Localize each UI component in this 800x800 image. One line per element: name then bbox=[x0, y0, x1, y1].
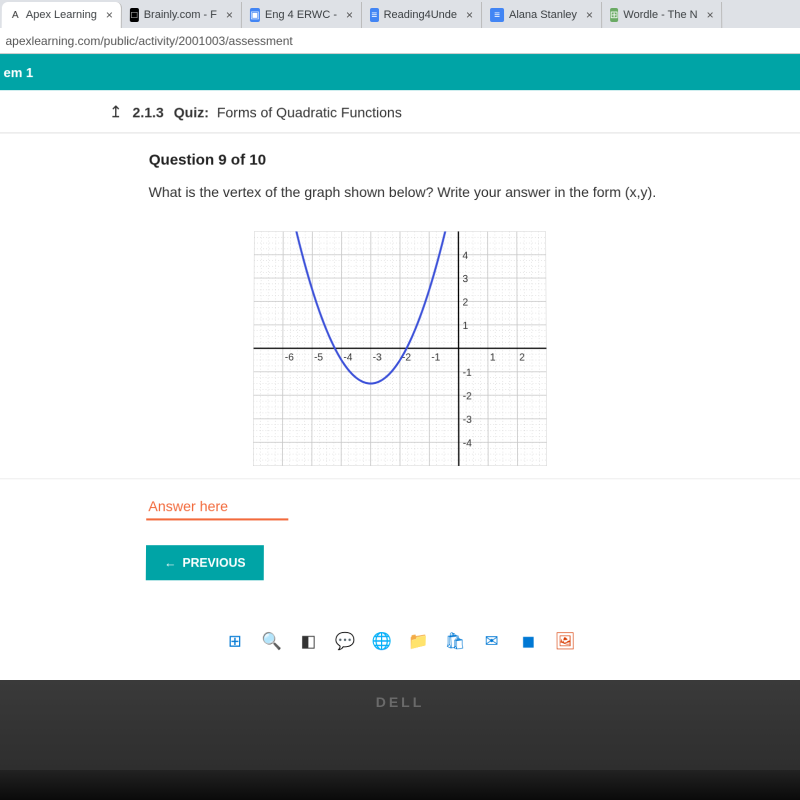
sidebar-label: em 1 bbox=[3, 65, 33, 80]
windows-taskbar: ⊞ 🔍 ◧ 💬 🌐 📁 🛍 ✉ ◼ 🖼 bbox=[207, 621, 592, 662]
mail-icon[interactable]: ✉ bbox=[478, 628, 505, 655]
laptop-frame: A Apex Learning × □ Brainly.com - F × ▣ Eng 4 E… bbox=[0, 0, 800, 800]
sidebar-fragment: em 1 bbox=[0, 54, 39, 90]
tab-label: Alana Stanley bbox=[509, 9, 577, 21]
svg-text:1: 1 bbox=[490, 352, 496, 363]
close-icon[interactable]: × bbox=[466, 8, 473, 22]
explorer-icon[interactable]: 📁 bbox=[405, 628, 431, 655]
svg-text:2: 2 bbox=[519, 352, 525, 363]
tab-label: Eng 4 ERWC - bbox=[265, 9, 337, 21]
svg-text:-3: -3 bbox=[463, 414, 472, 425]
browser-tab[interactable]: ▣ Eng 4 ERWC - × bbox=[242, 2, 362, 28]
svg-text:2: 2 bbox=[463, 297, 469, 308]
svg-text:1: 1 bbox=[463, 320, 469, 331]
close-icon[interactable]: × bbox=[226, 8, 233, 22]
tab-favicon-icon: □ bbox=[130, 8, 139, 22]
address-bar[interactable]: apexlearning.com/public/activity/2001003… bbox=[0, 28, 800, 54]
question-block: Question 9 of 10 What is the vertex of t… bbox=[0, 133, 800, 212]
close-icon[interactable]: × bbox=[346, 8, 353, 22]
tab-label: Brainly.com - F bbox=[144, 9, 217, 21]
svg-text:3: 3 bbox=[462, 274, 468, 285]
keyboard-edge bbox=[0, 770, 800, 800]
store-icon[interactable]: 🛍 bbox=[442, 628, 469, 655]
previous-button-label: PREVIOUS bbox=[182, 555, 245, 569]
previous-button[interactable]: ← PREVIOUS bbox=[146, 545, 264, 580]
tab-label: Reading4Unde bbox=[384, 9, 457, 21]
content-area: ↥ 2.1.3 Quiz: Forms of Quadratic Functio… bbox=[0, 90, 800, 693]
search-icon[interactable]: 🔍 bbox=[258, 628, 285, 655]
browser-tab[interactable]: A Apex Learning × bbox=[2, 2, 122, 28]
answer-input[interactable] bbox=[146, 493, 288, 520]
browser-tab[interactable]: ≡ Reading4Unde × bbox=[362, 2, 482, 28]
question-text: What is the vertex of the graph shown be… bbox=[149, 183, 672, 203]
tab-favicon-icon: ≡ bbox=[370, 8, 379, 22]
browser-tab[interactable]: □ Brainly.com - F × bbox=[122, 2, 242, 28]
page-content: ↥ 2.1.3 Quiz: Forms of Quadratic Functio… bbox=[0, 54, 800, 693]
answer-row bbox=[0, 478, 800, 530]
tab-favicon-icon: ≡ bbox=[490, 8, 504, 22]
quadratic-graph: -6-5-4-3-2-112-4-3-2-11234 bbox=[253, 231, 547, 466]
tab-favicon-icon: ▣ bbox=[250, 8, 260, 22]
close-icon[interactable]: × bbox=[707, 8, 714, 22]
url-text: apexlearning.com/public/activity/2001003… bbox=[5, 34, 292, 48]
task-view-icon[interactable]: ◧ bbox=[295, 628, 322, 655]
start-icon[interactable]: ⊞ bbox=[222, 628, 249, 655]
quiz-number: 2.1.3 bbox=[132, 104, 163, 120]
tab-label: Wordle - The N bbox=[623, 9, 697, 21]
header-bar bbox=[0, 54, 800, 90]
browser-tab[interactable]: ⊞ Wordle - The N × bbox=[602, 2, 722, 28]
photos-icon[interactable]: 🖼 bbox=[552, 628, 579, 655]
browser-tab[interactable]: ≡ Alana Stanley × bbox=[482, 2, 602, 28]
tab-favicon-icon: A bbox=[10, 8, 21, 22]
question-heading: Question 9 of 10 bbox=[149, 152, 762, 169]
quiz-type-label: Quiz: bbox=[174, 104, 209, 120]
svg-text:-1: -1 bbox=[463, 367, 472, 378]
edge-icon[interactable]: 🌐 bbox=[368, 628, 394, 655]
svg-text:-6: -6 bbox=[285, 352, 294, 363]
tab-favicon-icon: ⊞ bbox=[610, 8, 618, 22]
svg-text:-4: -4 bbox=[343, 352, 352, 363]
graph-container: -6-5-4-3-2-112-4-3-2-11234 bbox=[0, 213, 800, 478]
arrow-left-icon: ← bbox=[164, 555, 176, 569]
screen: A Apex Learning × □ Brainly.com - F × ▣ Eng 4 E… bbox=[0, 0, 800, 693]
close-icon[interactable]: × bbox=[586, 8, 593, 22]
browser-tab-strip: A Apex Learning × □ Brainly.com - F × ▣ Eng 4 E… bbox=[0, 0, 800, 28]
svg-text:-2: -2 bbox=[463, 391, 472, 402]
close-icon[interactable]: × bbox=[106, 8, 113, 22]
button-row: ← PREVIOUS bbox=[0, 530, 800, 590]
svg-text:-5: -5 bbox=[314, 352, 323, 363]
app-icon[interactable]: ◼ bbox=[515, 628, 542, 655]
quiz-header: ↥ 2.1.3 Quiz: Forms of Quadratic Functio… bbox=[0, 90, 800, 133]
tab-label: Apex Learning bbox=[26, 9, 97, 21]
svg-text:-4: -4 bbox=[463, 438, 472, 449]
laptop-brand-logo: DELL bbox=[376, 694, 425, 710]
svg-text:-1: -1 bbox=[431, 352, 440, 363]
svg-text:-3: -3 bbox=[373, 352, 382, 363]
svg-text:4: 4 bbox=[462, 250, 468, 261]
back-arrow-icon[interactable]: ↥ bbox=[109, 102, 123, 122]
quiz-title: Forms of Quadratic Functions bbox=[217, 104, 402, 120]
chat-icon[interactable]: 💬 bbox=[332, 628, 359, 655]
